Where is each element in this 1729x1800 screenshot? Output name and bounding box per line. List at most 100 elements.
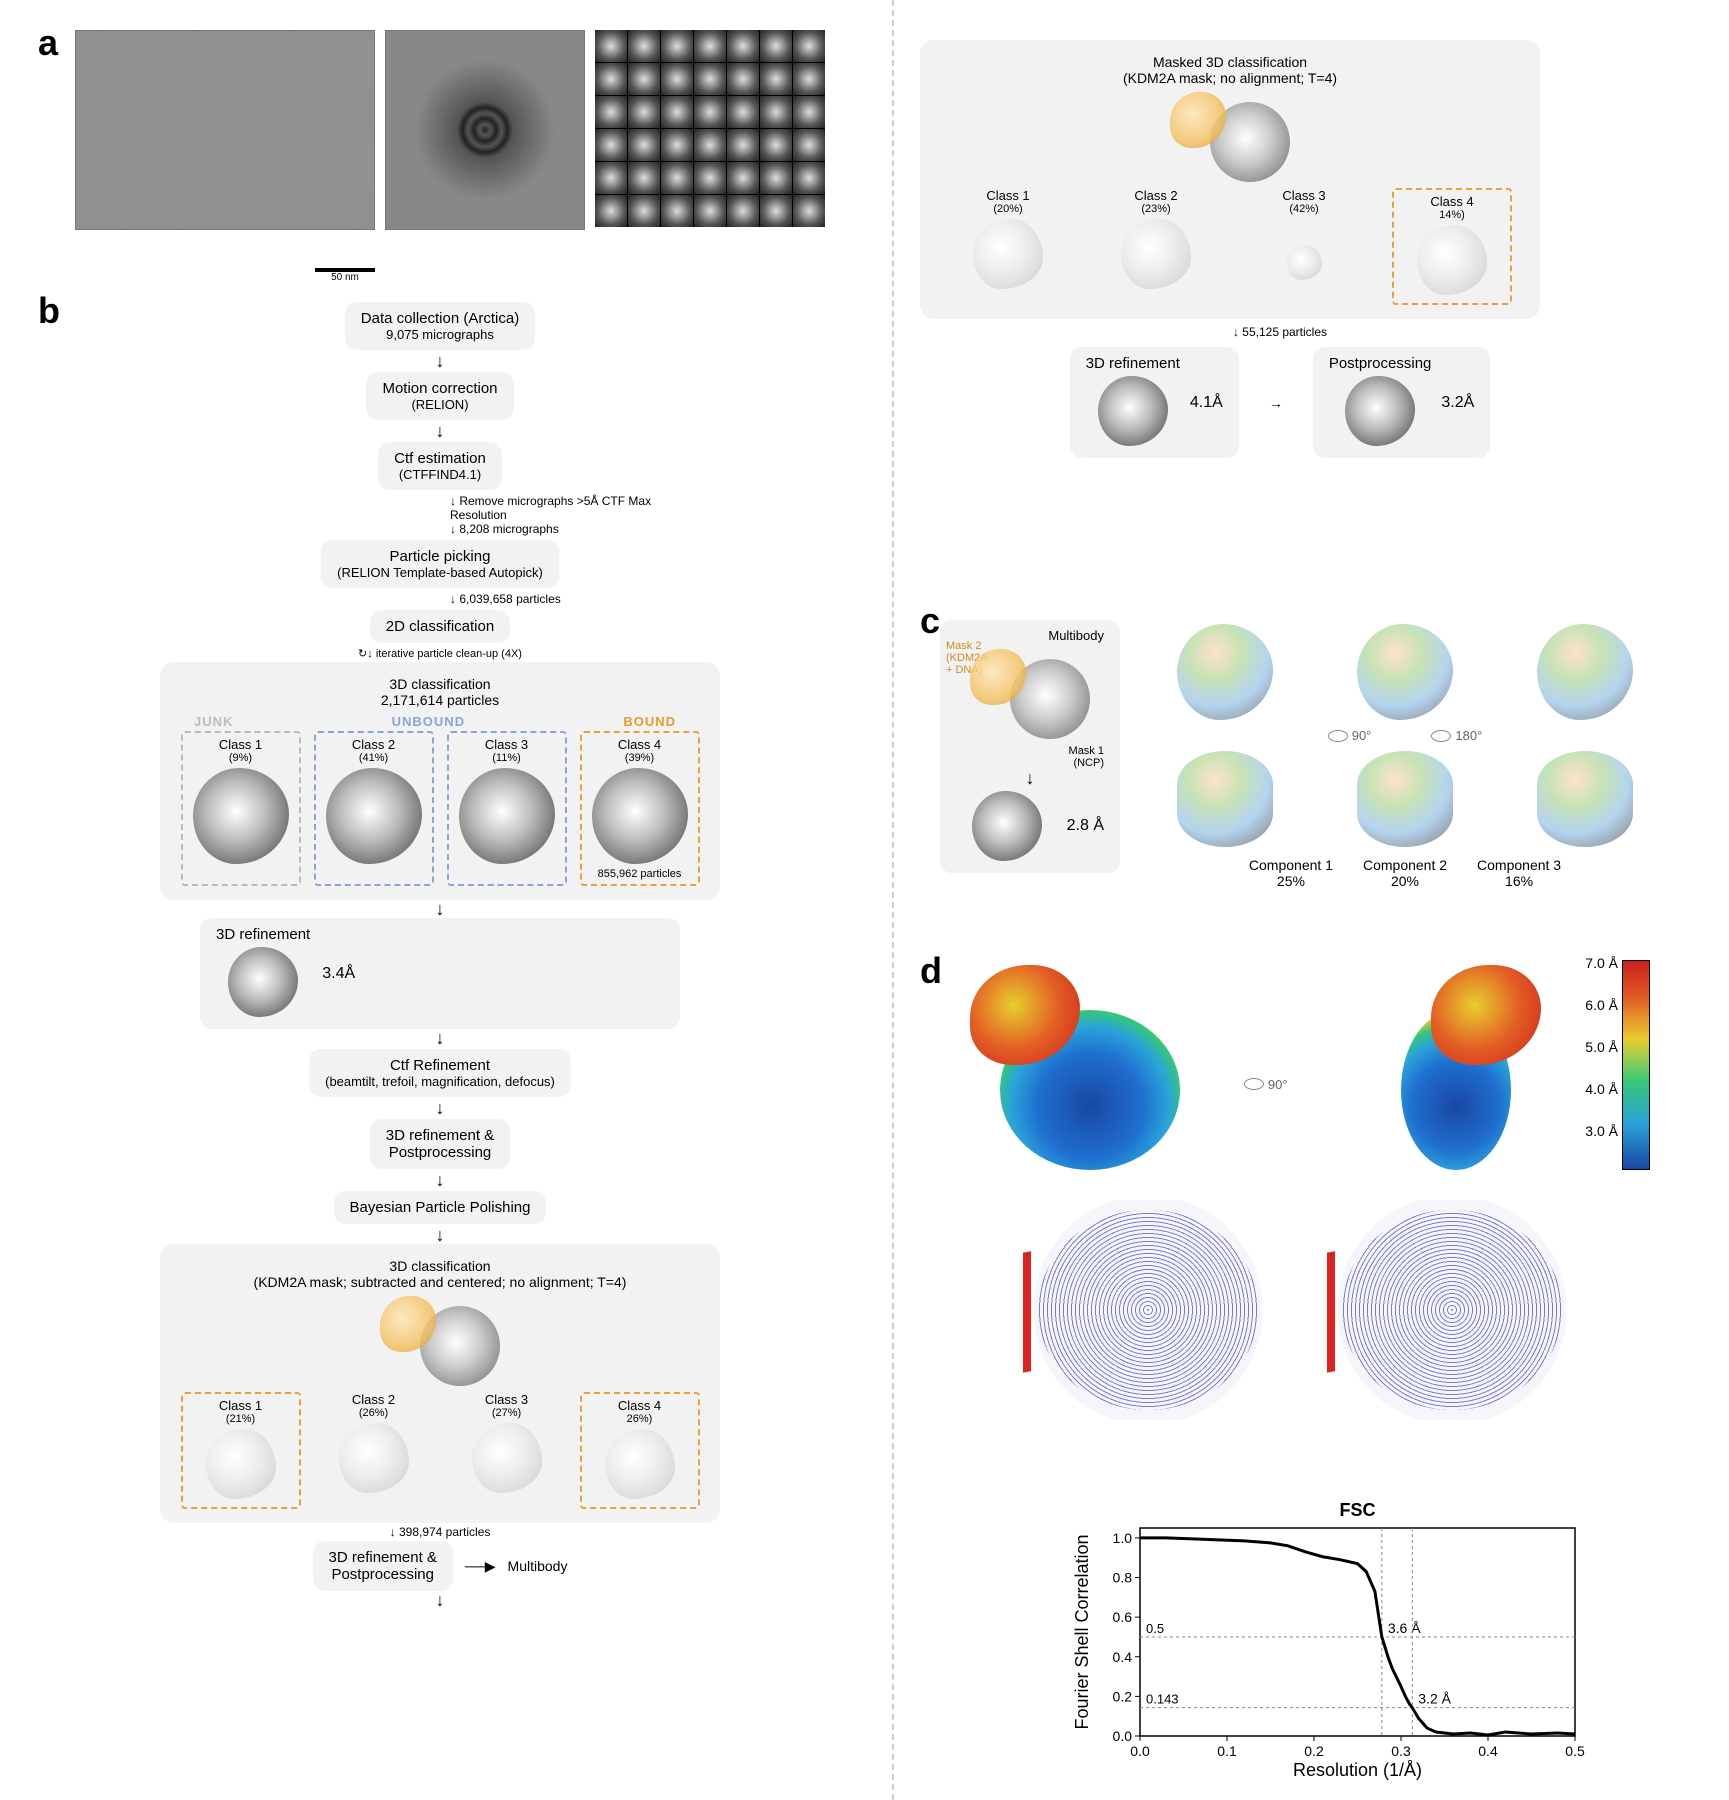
rotation-label: 90° xyxy=(1244,1077,1288,1092)
density-blob xyxy=(973,219,1043,289)
panel-label-b: b xyxy=(38,290,60,332)
step-title: Data collection (Arctica) xyxy=(361,310,519,327)
note-text: Remove micrographs >5Å CTF Max Resolutio… xyxy=(450,494,651,522)
step-sub: (CTFFIND4.1) xyxy=(394,467,486,482)
label-junk: JUNK xyxy=(194,714,233,729)
class-2: Class 2 (23%) xyxy=(1096,188,1216,305)
arrow-icon: ↓ xyxy=(200,354,680,368)
arrow-icon: ↓ xyxy=(956,771,1104,785)
density-blob xyxy=(206,1429,276,1499)
svg-text:0.1: 0.1 xyxy=(1217,1743,1237,1759)
svg-text:0.2: 0.2 xyxy=(1304,1743,1324,1759)
class-4-selected: Class 4 14%) xyxy=(1392,188,1512,305)
component-label: Component 316% xyxy=(1477,857,1561,889)
step-title: 2D classification xyxy=(386,618,494,635)
step-sub: (beamtilt, trefoil, magnification, defoc… xyxy=(325,1074,555,1089)
column-divider xyxy=(892,0,894,1800)
box-3d-classification-a: 3D classification 2,171,614 particles JU… xyxy=(160,662,720,900)
svg-text:0.8: 0.8 xyxy=(1113,1570,1133,1586)
step-title: Particle picking xyxy=(337,548,543,565)
particle-count-note: ↓ 398,974 particles xyxy=(200,1525,680,1539)
step-title: Ctf estimation xyxy=(394,450,486,467)
arrow-icon: ↓ xyxy=(200,1101,680,1115)
box-sub: (KDM2A mask; no alignment; T=4) xyxy=(934,70,1526,86)
angular-distribution-front xyxy=(1028,1200,1268,1420)
panel-label-d: d xyxy=(920,950,942,992)
step-3d-refinement-1: 3D refinement 3.4Å xyxy=(200,918,680,1029)
step-title: 3D refinement xyxy=(216,926,310,943)
component-density xyxy=(1537,624,1633,720)
svg-text:0.4: 0.4 xyxy=(1478,1743,1498,1759)
step-title: Motion correction xyxy=(382,380,497,397)
density-blob xyxy=(972,791,1042,861)
class-3: Class 3 (11%) xyxy=(447,731,567,886)
arrow-icon: ↓ xyxy=(200,902,680,916)
class-3: Class 3 (42%) xyxy=(1244,188,1364,305)
particle-count-note: ↓ 6,039,658 particles xyxy=(450,592,680,606)
step-data-collection: Data collection (Arctica) 9,075 microgra… xyxy=(345,302,535,350)
rotate-icon xyxy=(1431,730,1451,742)
arrow-right-icon: ──▶ xyxy=(465,1558,496,1575)
masked-density xyxy=(970,649,1090,739)
iterative-note: ↻↓ iterative particle clean-up (4X) xyxy=(200,647,680,660)
bound-particle-count: 855,962 particles xyxy=(586,868,694,880)
svg-text:3.2 Å: 3.2 Å xyxy=(1418,1691,1451,1707)
micrograph-image xyxy=(75,30,375,230)
rotation-label: 90° xyxy=(1328,728,1372,743)
fsc-chart: FSC0.00.20.40.60.81.00.00.10.20.30.40.5R… xyxy=(1070,1500,1590,1780)
class-row: Class 1 (9%) Class 2 (41%) Class 3 (11%)… xyxy=(174,731,706,886)
svg-text:0.5: 0.5 xyxy=(1565,1743,1585,1759)
class2d-grid xyxy=(595,30,825,227)
arrow-icon: ↓ xyxy=(200,1031,680,1045)
box-masked-3d-classification: Masked 3D classification (KDM2A mask; no… xyxy=(920,40,1540,319)
filter-note: ↓ Remove micrographs >5Å CTF Max Resolut… xyxy=(450,494,680,536)
panel-a: 50 nm xyxy=(75,30,825,230)
svg-text:0.6: 0.6 xyxy=(1113,1609,1133,1625)
svg-text:Resolution (1/Å): Resolution (1/Å) xyxy=(1293,1760,1422,1780)
rotate-icon xyxy=(1328,730,1348,742)
masked-density xyxy=(1170,92,1290,182)
box-sub: 2,171,614 particles xyxy=(174,692,706,708)
arrow-right-icon: → xyxy=(1269,395,1283,411)
density-blob xyxy=(472,1423,542,1493)
svg-text:0.3: 0.3 xyxy=(1391,1743,1411,1759)
svg-text:FSC: FSC xyxy=(1340,1500,1376,1520)
panel-d: 90° 7.0 Å 6.0 Å 5.0 Å 4.0 Å 3.0 Å xyxy=(940,960,1660,1423)
component-label: Component 220% xyxy=(1363,857,1447,889)
svg-text:0.0: 0.0 xyxy=(1130,1743,1150,1759)
step-motion-correction: Motion correction (RELION) xyxy=(366,372,513,420)
step-polishing: Bayesian Particle Polishing xyxy=(334,1191,547,1224)
colorbar-labels: 7.0 Å 6.0 Å 5.0 Å 4.0 Å 3.0 Å xyxy=(1585,956,1618,1166)
resolution-label: 2.8 Å xyxy=(1067,817,1104,835)
multibody-box: Multibody Mask 2 (KDM2A + DNA) Mask 1 (N… xyxy=(940,620,1120,873)
particle-count-note: ↓ 55,125 particles xyxy=(960,325,1600,339)
local-resolution-map-side xyxy=(1311,960,1571,1180)
density-blob xyxy=(326,768,422,864)
class-3: Class 3 (27%) xyxy=(447,1392,567,1509)
workflow-column-left: Data collection (Arctica) 9,075 microgra… xyxy=(200,300,680,1609)
box-title: Masked 3D classification xyxy=(934,54,1526,70)
density-blob xyxy=(1121,219,1191,289)
step-title: Ctf Refinement xyxy=(325,1057,555,1074)
masked-density xyxy=(380,1296,500,1386)
panel-c: Multibody Mask 2 (KDM2A + DNA) Mask 1 (N… xyxy=(940,620,1660,889)
class-row: Class 1 (20%) Class 2 (23%) Class 3 (42%… xyxy=(934,188,1526,305)
step-ctf-refinement: Ctf Refinement (beamtilt, trefoil, magni… xyxy=(309,1049,571,1097)
density-blob xyxy=(339,1423,409,1493)
svg-text:Fourier Shell Correlation: Fourier Shell Correlation xyxy=(1072,1534,1092,1729)
density-blob xyxy=(228,947,298,1017)
panel-label-c: c xyxy=(920,600,940,642)
note-text: 8,208 micrographs xyxy=(459,522,558,536)
svg-text:0.0: 0.0 xyxy=(1113,1728,1133,1744)
step-ctf-estimation: Ctf estimation (CTFFIND4.1) xyxy=(378,442,502,490)
component-density xyxy=(1177,751,1273,847)
class-2: Class 2 (26%) xyxy=(314,1392,434,1509)
arrow-icon: ↓ xyxy=(200,1173,680,1187)
density-blob xyxy=(459,768,555,864)
mask1-label: Mask 1 (NCP) xyxy=(956,745,1104,769)
box-title: 3D classification xyxy=(174,1258,706,1274)
class-4: Class 4 26%) xyxy=(580,1392,700,1509)
class-2: Class 2 (41%) xyxy=(314,731,434,886)
step-2d-classification: 2D classification xyxy=(370,610,510,643)
step-sub: (RELION Template-based Autopick) xyxy=(337,565,543,580)
